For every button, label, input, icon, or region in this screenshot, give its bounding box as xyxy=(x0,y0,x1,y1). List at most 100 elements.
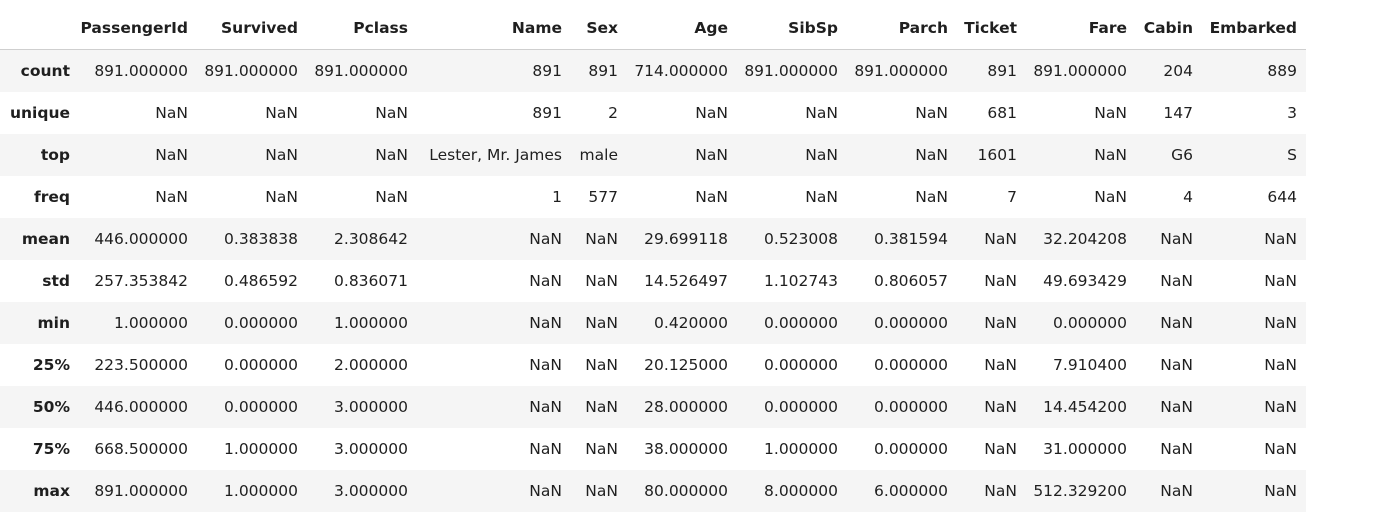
table-cell: NaN xyxy=(984,272,1017,290)
table-cell: NaN xyxy=(375,188,408,206)
table-cell: 147 xyxy=(1163,104,1193,122)
table-cell: NaN xyxy=(984,398,1017,416)
table-cell: 891.000000 xyxy=(314,62,408,80)
table-cell: NaN xyxy=(529,272,562,290)
table-cell: 714.000000 xyxy=(634,62,728,80)
table-cell: 0.806057 xyxy=(874,272,948,290)
table-cell: NaN xyxy=(695,104,728,122)
table-cell: NaN xyxy=(529,356,562,374)
table-cell: NaN xyxy=(265,146,298,164)
table-cell: NaN xyxy=(984,482,1017,500)
table-cell: NaN xyxy=(984,314,1017,332)
table-cell: 2.000000 xyxy=(334,356,408,374)
table-cell: 14.526497 xyxy=(644,272,728,290)
table-cell: 257.353842 xyxy=(94,272,188,290)
table-cell: 0.000000 xyxy=(874,440,948,458)
table-cell: 0.000000 xyxy=(224,356,298,374)
table-cell: 0.836071 xyxy=(334,272,408,290)
table-cell: NaN xyxy=(529,440,562,458)
row-label: std xyxy=(42,272,70,290)
table-cell: 0.523008 xyxy=(764,230,838,248)
table-cell: 891.000000 xyxy=(94,482,188,500)
table-cell: NaN xyxy=(805,188,838,206)
table-cell: 0.000000 xyxy=(874,398,948,416)
table-cell: 891 xyxy=(532,104,562,122)
table-cell: 2 xyxy=(608,104,618,122)
table-cell: 20.125000 xyxy=(644,356,728,374)
table-cell: 891.000000 xyxy=(1033,62,1127,80)
table-cell: 4 xyxy=(1183,188,1193,206)
table-cell: 891.000000 xyxy=(744,62,838,80)
table-cell: NaN xyxy=(155,104,188,122)
row-label: unique xyxy=(9,104,70,122)
table-cell: 0.000000 xyxy=(764,314,838,332)
table-cell: 223.500000 xyxy=(94,356,188,374)
table-cell: NaN xyxy=(585,440,618,458)
table-cell: NaN xyxy=(375,146,408,164)
row-label: mean xyxy=(21,230,70,248)
table-cell: 891.000000 xyxy=(204,62,298,80)
table-cell: NaN xyxy=(529,482,562,500)
table-cell: NaN xyxy=(1160,314,1193,332)
table-cell: 6.000000 xyxy=(874,482,948,500)
table-cell: NaN xyxy=(1264,230,1297,248)
table-cell: Lester, Mr. James xyxy=(429,146,562,164)
table-cell: NaN xyxy=(1264,440,1297,458)
table-row: mean 446.000000 0.383838 2.308642 NaN NaN 29.6… xyxy=(0,218,1306,260)
table-cell: 1.000000 xyxy=(224,482,298,500)
table-row: std 257.353842 0.486592 0.836071 NaN NaN 14.52… xyxy=(0,260,1306,302)
table-cell: 577 xyxy=(588,188,618,206)
table-cell: NaN xyxy=(984,356,1017,374)
row-label: 50% xyxy=(32,398,70,416)
column-header: Sex xyxy=(571,7,627,50)
table-cell: NaN xyxy=(1264,482,1297,500)
table-cell: NaN xyxy=(265,188,298,206)
table-cell: 1601 xyxy=(977,146,1017,164)
table-cell: 28.000000 xyxy=(644,398,728,416)
column-header: Ticket xyxy=(957,7,1026,50)
table-cell: 891.000000 xyxy=(854,62,948,80)
table-row: max 891.000000 1.000000 3.000000 NaN NaN 80.00… xyxy=(0,470,1306,512)
table-cell: NaN xyxy=(695,146,728,164)
column-header: Parch xyxy=(847,7,957,50)
table-cell: 0.486592 xyxy=(224,272,298,290)
table-row: min 1.000000 0.000000 1.000000 NaN NaN 0.42000… xyxy=(0,302,1306,344)
table-cell: 49.693429 xyxy=(1043,272,1127,290)
table-cell: 1.000000 xyxy=(334,314,408,332)
table-cell: 1.000000 xyxy=(114,314,188,332)
table-cell: NaN xyxy=(585,230,618,248)
table-cell: NaN xyxy=(585,482,618,500)
row-label: count xyxy=(20,62,70,80)
table-cell: NaN xyxy=(529,230,562,248)
table-cell: 3 xyxy=(1287,104,1297,122)
table-cell: 1.102743 xyxy=(764,272,838,290)
table-cell: 891 xyxy=(987,62,1017,80)
column-header: Cabin xyxy=(1136,7,1202,50)
table-cell: 512.329200 xyxy=(1033,482,1127,500)
table-cell: NaN xyxy=(1160,398,1193,416)
table-cell: 3.000000 xyxy=(334,440,408,458)
table-cell: 7 xyxy=(1007,188,1017,206)
table-cell: NaN xyxy=(915,188,948,206)
table-cell: NaN xyxy=(1264,314,1297,332)
table-cell: NaN xyxy=(1264,356,1297,374)
row-label: top xyxy=(40,146,70,164)
table-cell: NaN xyxy=(529,398,562,416)
table-cell: NaN xyxy=(1264,272,1297,290)
table-cell: 1.000000 xyxy=(224,440,298,458)
table-cell: 31.000000 xyxy=(1043,440,1127,458)
column-header: Fare xyxy=(1026,7,1136,50)
table-cell: 891.000000 xyxy=(94,62,188,80)
index-header xyxy=(0,7,79,50)
table-cell: NaN xyxy=(265,104,298,122)
table-cell: 0.000000 xyxy=(764,356,838,374)
table-cell: 681 xyxy=(987,104,1017,122)
table-cell: 8.000000 xyxy=(764,482,838,500)
row-label: 25% xyxy=(32,356,70,374)
table-cell: NaN xyxy=(1160,482,1193,500)
table-row: 25% 223.500000 0.000000 2.000000 NaN NaN 20.12… xyxy=(0,344,1306,386)
table-cell: NaN xyxy=(585,356,618,374)
row-label: min xyxy=(37,314,71,332)
table-cell: 38.000000 xyxy=(644,440,728,458)
table-cell: 29.699118 xyxy=(644,230,728,248)
